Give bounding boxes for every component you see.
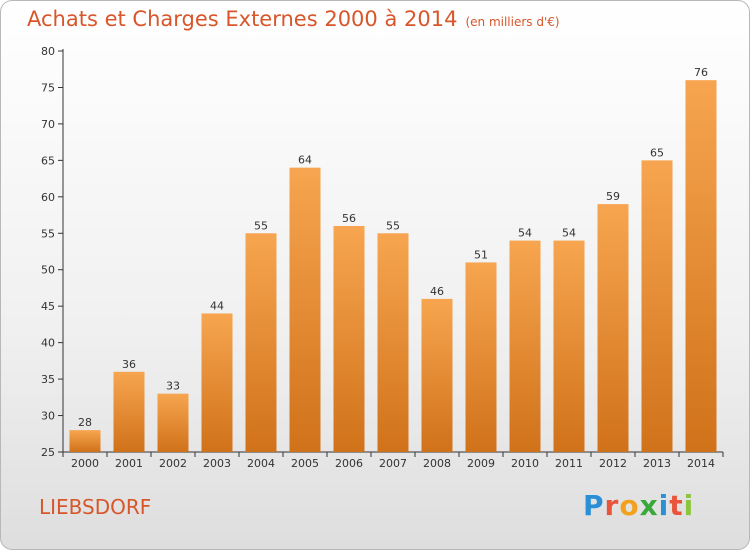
chart-title: Achats et Charges Externes 2000 à 2014 [27, 7, 458, 31]
y-tick-label: 40 [41, 337, 55, 350]
value-label: 55 [386, 219, 400, 232]
value-label: 44 [210, 299, 224, 312]
logo-letter: x [639, 489, 659, 522]
logo-letter: P [583, 489, 605, 522]
bars [69, 80, 717, 452]
y-tick-label: 35 [41, 373, 55, 386]
x-tick-label: 2006 [335, 457, 363, 470]
value-label: 28 [78, 416, 92, 429]
x-tick-label: 2011 [555, 457, 583, 470]
bar-2000 [69, 430, 101, 452]
logo-letter: i [658, 489, 670, 522]
logo-letter: i [683, 489, 695, 522]
value-label: 51 [474, 248, 488, 261]
value-label: 59 [606, 190, 620, 203]
x-tick-label: 2014 [687, 457, 715, 470]
x-tick-label: 2004 [247, 457, 275, 470]
x-tick-label: 2005 [291, 457, 319, 470]
y-tick-label: 30 [41, 410, 55, 423]
x-tick-label: 2001 [115, 457, 143, 470]
bar-2010 [509, 240, 541, 452]
y-tick-label: 55 [41, 227, 55, 240]
logo-letter: t [669, 489, 684, 522]
bar-2008 [421, 298, 453, 452]
value-label: 76 [694, 66, 708, 79]
y-tick-label: 60 [41, 191, 55, 204]
title-row: Achats et Charges Externes 2000 à 2014 (e… [27, 7, 560, 31]
value-label: 46 [430, 285, 444, 298]
bar-2004 [245, 233, 277, 452]
value-labels: 28 36 33 44 55 64 56 55 46 51 54 54 59 65 76 [78, 66, 708, 429]
bar-2014 [685, 80, 717, 452]
bar-2001 [113, 371, 145, 452]
y-tick-label: 75 [41, 81, 55, 94]
logo-letter: o [619, 489, 640, 522]
value-label: 54 [518, 227, 532, 240]
chart-subtitle: (en milliers d'€) [465, 15, 560, 29]
x-tick-label: 2007 [379, 457, 407, 470]
value-label: 54 [562, 227, 576, 240]
x-tick-label: 2009 [467, 457, 495, 470]
bar-2007 [377, 233, 409, 452]
x-tick-label: 2008 [423, 457, 451, 470]
value-label: 64 [298, 154, 312, 167]
value-label: 55 [254, 219, 268, 232]
x-tick-label: 2013 [643, 457, 671, 470]
bar-2012 [597, 204, 629, 452]
x-tick-label: 2000 [71, 457, 99, 470]
bar-2011 [553, 240, 585, 452]
y-tick-label: 80 [41, 45, 55, 58]
bar-2003 [201, 313, 233, 452]
y-tick-label: 25 [41, 446, 55, 459]
value-label: 65 [650, 146, 664, 159]
proxiti-logo: Proxiti [583, 489, 694, 522]
bar-2009 [465, 262, 497, 452]
x-tick-label: 2010 [511, 457, 539, 470]
bar-2005 [289, 167, 321, 452]
x-tick-label: 2002 [159, 457, 187, 470]
x-tick-label: 2012 [599, 457, 627, 470]
bar-2013 [641, 160, 673, 452]
bar-2002 [157, 393, 189, 452]
location-label: LIEBSDORF [39, 495, 152, 519]
value-label: 56 [342, 212, 356, 225]
value-label: 33 [166, 380, 180, 393]
y-tick-label: 65 [41, 154, 55, 167]
y-tick-label: 45 [41, 300, 55, 313]
y-tick-label: 50 [41, 264, 55, 277]
y-tick-label: 70 [41, 118, 55, 131]
bar-2006 [333, 225, 365, 452]
axes: 25 30 35 40 45 50 55 60 65 70 75 80 2000 2001 2002 2003… [41, 45, 724, 470]
value-label: 36 [122, 358, 136, 371]
x-tick-label: 2003 [203, 457, 231, 470]
logo-letter: r [604, 489, 620, 522]
